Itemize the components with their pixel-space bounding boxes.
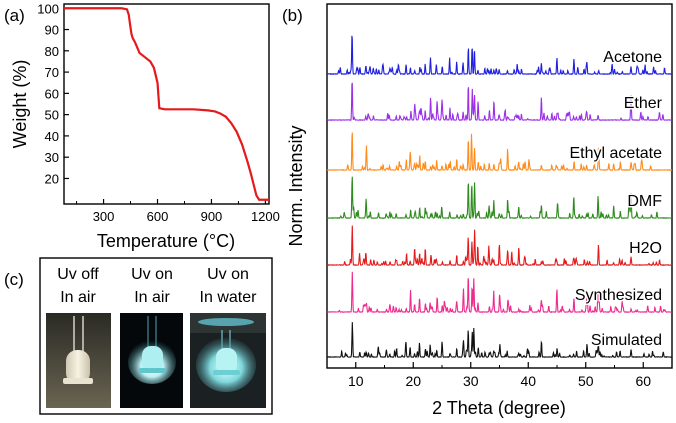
panel-b-label: (b) [282,6,303,25]
pxrd-xtick-label: 50 [578,373,594,389]
photo1-caption-line2: In air [60,289,96,306]
pxrd-xtick-label: 60 [635,373,651,389]
tga-xtick-label: 1200 [251,209,280,224]
pxrd-legend-label: DMF [627,193,662,210]
photo-led-on-air [120,313,183,408]
panel-c-label: (c) [4,270,24,289]
tga-xtick-label: 900 [201,209,223,224]
panel-a-label: (a) [4,6,25,25]
tga-ylabel: Weight (%) [10,60,30,149]
pxrd-xlabel: 2 Theta (degree) [432,398,566,418]
tga-ytick-label: 40 [45,129,59,144]
tga-plot-frame [63,3,270,205]
pxrd-ylabel: Norm. Intensity [286,125,306,246]
pxrd-legend-label: Ether [624,95,663,112]
photo1-caption-line1: Uv off [57,266,99,283]
tga-ytick-label: 90 [45,23,59,38]
panel-b-pxrd-chart: 10 20 30 40 50 60 Acetone Ether Ethyl acetate DM… [286,3,673,418]
pxrd-legend-label: Ethyl acetate [570,145,663,162]
pxrd-xtick-label: 10 [348,373,364,389]
pxrd-legend: Acetone Ether Ethyl acetate DMF H2O Synthesiz… [568,48,664,351]
pxrd-trace-synthesized [326,271,673,314]
tga-xlabel: Temperature (°C) [97,231,235,251]
pxrd-trace-ether [326,82,673,122]
photo-led-on-water [190,313,266,408]
photo-led-off [46,313,111,408]
pxrd-trace-dmf [326,176,672,220]
pxrd-legend-label: Synthesized [575,287,662,304]
pxrd-xtick-label: 30 [463,373,479,389]
photo2-caption-line1: Uv on [131,266,173,283]
pxrd-trace-acetone [327,35,673,76]
tga-ytick-label: 50 [45,108,59,123]
photo3-caption-line1: Uv on [207,266,249,283]
tga-ytick-label: 60 [45,86,59,101]
pxrd-legend-label: Simulated [591,332,662,349]
tga-ytick-label: 100 [37,1,59,16]
pxrd-xtick-label: 20 [405,373,421,389]
tga-xtick-label: 600 [147,209,169,224]
tga-xtick-label: 300 [93,209,115,224]
photo2-caption-line2: In air [134,289,170,306]
pxrd-traces [326,35,673,359]
pxrd-trace-ethyl-acetate [326,132,673,172]
tga-ytick-label: 80 [45,44,59,59]
pxrd-legend-label: H2O [629,240,662,257]
panel-c-led-photos: Uv off In air Uv on In air Uv on In wate… [39,257,273,415]
pxrd-trace-h2o [326,225,673,267]
tga-ticks: 300 600 900 1200 20 30 40 50 60 70 80 90 100 [37,1,280,224]
panel-a-tga-chart: 300 600 900 1200 20 30 40 50 60 70 80 90 100 Tempera… [10,1,280,251]
tga-ytick-label: 20 [45,171,59,186]
pxrd-ticks: 10 20 30 40 50 60 [348,362,651,389]
pxrd-trace-simulated [326,322,673,359]
pxrd-legend-label: Acetone [603,49,662,66]
photo3-caption-line2: In water [200,289,258,306]
tga-curve [64,7,269,201]
tga-ytick-label: 70 [45,65,59,80]
tga-ytick-label: 30 [45,150,59,165]
pxrd-xtick-label: 40 [520,373,536,389]
